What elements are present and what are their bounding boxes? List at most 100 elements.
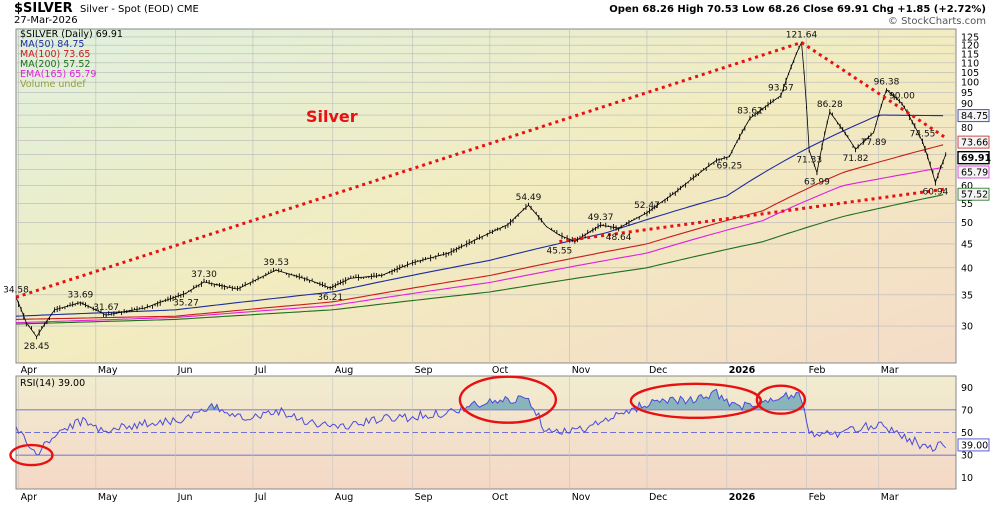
- month-tick-label: Aug: [335, 492, 354, 503]
- rsi-highlight-ellipse: [755, 384, 807, 415]
- month-tick-label: Nov: [572, 492, 591, 503]
- rsi-line: [16, 388, 947, 456]
- price-label: 60.94: [923, 187, 949, 197]
- rsi-last-tag-box: [957, 438, 990, 452]
- series-line-ema165: [16, 166, 944, 324]
- symbol-description: Silver - Spot (EOD) CME: [80, 4, 199, 15]
- month-tick-label: Dec: [649, 365, 667, 376]
- right-axis-tag-label: 69.91: [961, 153, 991, 164]
- month-axis-bottom: Apr May Jun Jul Aug Sep Oct Nov Dec 2026 Feb Mar: [21, 492, 899, 503]
- price-label: 74.55: [910, 130, 936, 140]
- month-tick-label: Jul: [254, 492, 266, 503]
- right-axis-tag-label: 57.52: [961, 190, 988, 201]
- symbol: $SILVER: [14, 1, 73, 16]
- price-label: 63.99: [804, 178, 830, 188]
- right-axis-tag-box: [957, 109, 990, 123]
- red-trendline: [559, 187, 946, 243]
- rsi-highlight-ellipse: [9, 443, 54, 467]
- price-label: 69.25: [716, 162, 742, 172]
- price-legend: $SILVER (Daily) 69.91 MA(50) 84.75 MA(10…: [20, 29, 123, 90]
- price-labels: 34.58 28.45 33.69 31.67 35.27 37.30 39.53 36.21…: [3, 30, 948, 351]
- rsi-legend: RSI(14) 39.00: [20, 378, 85, 389]
- month-tick-label: Mar: [881, 365, 899, 376]
- right-axis-tag-box: [957, 165, 990, 179]
- price-label: 37.30: [191, 270, 217, 280]
- price-y-tick-label: 120: [961, 41, 979, 52]
- month-tick-label: 2026: [729, 492, 756, 503]
- price-y-tick-label: 100: [961, 78, 979, 89]
- price-y-tick-label: 55: [961, 199, 973, 210]
- month-tick-label: Dec: [649, 492, 667, 503]
- right-axis-tag-box: [957, 135, 990, 149]
- annotation-title: Silver: [306, 107, 358, 126]
- price-label: 49.37: [588, 213, 614, 223]
- month-axis-top: Apr May Jun Jul Aug Sep Oct Nov Dec 2026 Feb Mar: [21, 365, 899, 376]
- month-tick-label: Jun: [177, 492, 193, 503]
- rsi-y-tick-label: 10: [961, 473, 973, 484]
- price-y-tick-label: 115: [961, 49, 979, 60]
- red-trendline: [16, 41, 802, 299]
- month-tick-label: Oct: [492, 365, 509, 376]
- price-label: 86.28: [817, 100, 843, 110]
- price-label: 121.64: [786, 30, 818, 40]
- month-tick-label: 2026: [729, 365, 756, 376]
- price-y-tick-label: 95: [961, 88, 973, 99]
- price-y-tick-label: 90: [961, 99, 973, 110]
- rsi-last-tag-label: 39.00: [961, 440, 988, 451]
- price-label: 36.21: [317, 293, 343, 303]
- price-y-tick-label: 35: [961, 290, 973, 301]
- price-label: 71.33: [796, 156, 822, 166]
- series-line-ma50: [16, 114, 944, 317]
- legend-ma100: MA(100) 73.65: [20, 49, 90, 60]
- price-label: 96.38: [874, 78, 900, 88]
- month-tick-label: Nov: [572, 365, 591, 376]
- month-tick-label: Feb: [809, 492, 826, 503]
- right-axis-tag-box: [957, 150, 990, 165]
- price-y-tick-label: 60: [961, 181, 973, 192]
- ohlc-quote-line: Open 68.26 High 70.53 Low 68.26 Close 69…: [609, 4, 986, 15]
- month-tick-label: May: [98, 365, 118, 376]
- price-label: 52.47: [634, 201, 660, 211]
- month-tick-label: Sep: [415, 492, 433, 503]
- rsi-y-axis: 10 30 50 70 90 39.00: [957, 383, 990, 484]
- rsi-annotations: [9, 375, 807, 467]
- price-label: 71.82: [843, 154, 869, 164]
- right-axis-tag-label: 65.79: [961, 167, 988, 178]
- red-trendline: [800, 41, 947, 140]
- price-series: [16, 40, 947, 340]
- price-y-tick-label: 45: [961, 239, 973, 250]
- price-y-axis: 3035404550556065707580859095100105110115…: [961, 32, 979, 332]
- month-tick-label: Jul: [254, 365, 266, 376]
- price-label: 90.00: [889, 91, 915, 101]
- legend-ema165: EMA(165) 65.79: [20, 69, 96, 80]
- series-line-ma100: [16, 144, 944, 320]
- month-tick-label: May: [98, 492, 118, 503]
- rsi-highlight-ellipse: [629, 382, 763, 420]
- series-line-ma200: [16, 194, 944, 325]
- month-tick-label: Apr: [21, 492, 38, 503]
- rsi-y-tick-label: 50: [961, 428, 973, 439]
- price-panel: [15, 28, 957, 364]
- price-label: 34.58: [3, 285, 29, 295]
- rsi-series: [16, 388, 947, 456]
- price-label: 28.45: [24, 342, 50, 352]
- stockcharts-watermark: © StockCharts.com: [888, 16, 986, 27]
- price-label: 33.69: [68, 291, 94, 301]
- month-tick-label: Mar: [881, 492, 899, 503]
- legend-ma200: MA(200) 57.52: [20, 59, 90, 70]
- price-label: 54.49: [516, 193, 542, 203]
- month-tick-label: Apr: [21, 365, 38, 376]
- price-y-tick-label: 105: [961, 68, 979, 79]
- price-y-tick-label: 30: [961, 322, 973, 333]
- price-y-tick-label: 125: [961, 32, 979, 43]
- price-label: 93.57: [768, 84, 794, 94]
- legend-ma50: MA(50) 84.75: [20, 39, 84, 50]
- rsi-y-tick-label: 30: [961, 451, 973, 462]
- right-axis-tag-label: 84.75: [961, 111, 988, 122]
- month-tick-label: Feb: [809, 365, 826, 376]
- month-tick-label: Sep: [415, 365, 433, 376]
- price-y-tick-label: 50: [961, 218, 973, 229]
- price-label: 77.89: [861, 138, 887, 148]
- rsi-y-tick-label: 90: [961, 383, 973, 394]
